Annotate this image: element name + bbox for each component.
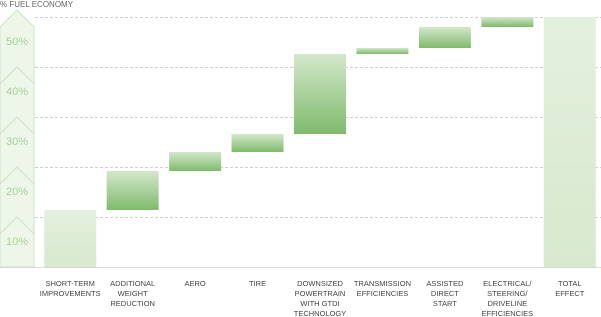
bar: [481, 17, 534, 27]
x-tick-label: TOTAL: [558, 279, 581, 288]
bar: [356, 48, 409, 54]
x-tick-label: POWERTRAIN: [295, 289, 346, 298]
x-tick-label: DOWNSIZED: [297, 279, 343, 288]
x-tick-label: AERO: [184, 279, 205, 288]
x-tick-label: ELECTRICAL/: [483, 279, 532, 288]
x-tick-label: DRIVELINE: [488, 299, 528, 308]
x-tick-label: WITH GTDI: [300, 299, 339, 308]
x-tick-label: ASSISTED: [426, 279, 464, 288]
chart-title: % FUEL ECONOMY: [0, 0, 74, 9]
x-tick-label: TRANSMISSION: [354, 279, 411, 288]
x-tick-label: SHORT-TERM: [45, 279, 94, 288]
y-tick-label: 10%: [6, 236, 28, 248]
x-tick-label: REDUCTION: [110, 299, 155, 308]
x-tick-label: EFFECT: [555, 289, 585, 298]
y-tick-label: 50%: [6, 36, 28, 48]
x-tick-label: DIRECT: [431, 289, 459, 298]
x-tick-label: EFFICIENCIES: [481, 309, 533, 317]
x-tick-label: STEERING/: [487, 289, 528, 298]
y-tick-label: 20%: [6, 186, 28, 198]
x-tick-label: EFFICIENCIES: [357, 289, 409, 298]
y-tick-label: 30%: [6, 136, 28, 148]
bar: [169, 152, 222, 171]
bar: [106, 171, 159, 210]
x-tick-label: ADDITIONAL: [110, 279, 155, 288]
axis-chevrons: [0, 66, 35, 235]
x-tick-label: IMPROVEMENTS: [40, 289, 101, 298]
x-tick-label: WEIGHT: [118, 289, 148, 298]
y-tick-label: 40%: [6, 86, 28, 98]
bar: [543, 17, 596, 267]
bar: [294, 54, 346, 134]
bar: [418, 27, 471, 48]
bar: [231, 134, 284, 152]
x-tick-label: START: [433, 299, 457, 308]
bar: [44, 210, 97, 267]
x-tick-label: TIRE: [249, 279, 266, 288]
x-tick-label: TECHNOLOGY: [294, 309, 347, 317]
